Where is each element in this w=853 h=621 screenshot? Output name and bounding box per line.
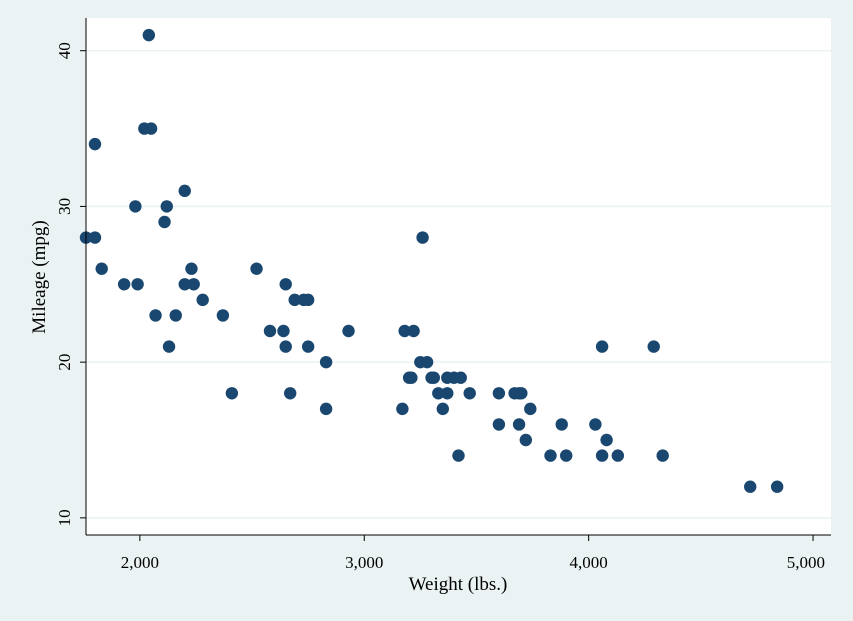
data-point [611, 449, 625, 462]
data-point [288, 293, 301, 307]
data-point [131, 278, 144, 291]
data-point [432, 387, 445, 400]
data-points [79, 28, 784, 493]
y-axis-ticks: 10 20 30 40 [55, 42, 86, 526]
data-point [656, 449, 669, 462]
data-point [117, 278, 131, 291]
data-point [342, 324, 355, 338]
data-point [427, 371, 441, 384]
data-point [416, 231, 429, 244]
data-point [647, 340, 660, 353]
y-tick-label: 30 [55, 198, 74, 215]
y-tick-label: 20 [55, 354, 74, 371]
data-point [178, 278, 191, 291]
data-point [512, 418, 526, 431]
data-point [129, 200, 142, 213]
data-point [492, 418, 506, 431]
data-point [589, 418, 602, 431]
data-point [407, 324, 420, 338]
gridlines [86, 49, 831, 519]
data-point [405, 371, 418, 384]
data-point [263, 324, 277, 338]
data-point [770, 480, 784, 493]
data-point [600, 433, 613, 447]
data-point [279, 278, 292, 291]
data-point [319, 402, 333, 416]
data-point [436, 402, 449, 416]
data-point [196, 293, 209, 307]
data-point [225, 387, 239, 400]
data-point [95, 262, 108, 275]
data-point [441, 387, 454, 400]
data-point [301, 340, 315, 353]
data-point [463, 387, 476, 400]
data-point [178, 184, 191, 198]
data-point [319, 355, 333, 369]
data-point [88, 137, 102, 151]
data-point [555, 418, 568, 431]
data-point [492, 387, 506, 400]
data-point [162, 340, 176, 353]
data-point [515, 387, 528, 400]
data-point [420, 355, 434, 369]
data-point [88, 231, 102, 244]
data-point [160, 200, 173, 213]
data-point [398, 324, 411, 338]
data-point [144, 122, 158, 135]
data-point [216, 309, 230, 322]
y-tick-label: 10 [55, 509, 74, 526]
data-point [158, 215, 171, 229]
data-point [187, 278, 200, 291]
data-point [519, 433, 533, 447]
y-axis-title: Mileage (mpg) [29, 220, 50, 333]
data-point [149, 309, 162, 322]
data-point [744, 480, 757, 493]
x-axis-title: Weight (lbs.) [409, 574, 508, 595]
x-tick-label: 4,000 [570, 553, 608, 572]
x-tick-label: 3,000 [345, 553, 383, 572]
x-axis-ticks: 2,000 3,000 4,000 5,000 [121, 535, 825, 572]
data-point [544, 449, 557, 462]
data-point [185, 262, 198, 275]
data-point [595, 340, 609, 353]
y-tick-label: 40 [55, 42, 74, 59]
data-point [142, 28, 156, 42]
data-point [452, 449, 465, 462]
data-point [284, 387, 297, 400]
data-point [279, 340, 292, 353]
data-point [454, 371, 467, 384]
data-point [524, 402, 537, 416]
x-tick-label: 5,000 [787, 553, 825, 572]
data-point [277, 324, 290, 338]
x-tick-label: 2,000 [121, 553, 159, 572]
data-point [595, 449, 609, 462]
data-point [250, 262, 263, 275]
data-point [560, 449, 573, 462]
data-point [301, 293, 315, 307]
plot-area [86, 18, 831, 535]
data-point [169, 309, 182, 322]
data-point [396, 402, 409, 416]
